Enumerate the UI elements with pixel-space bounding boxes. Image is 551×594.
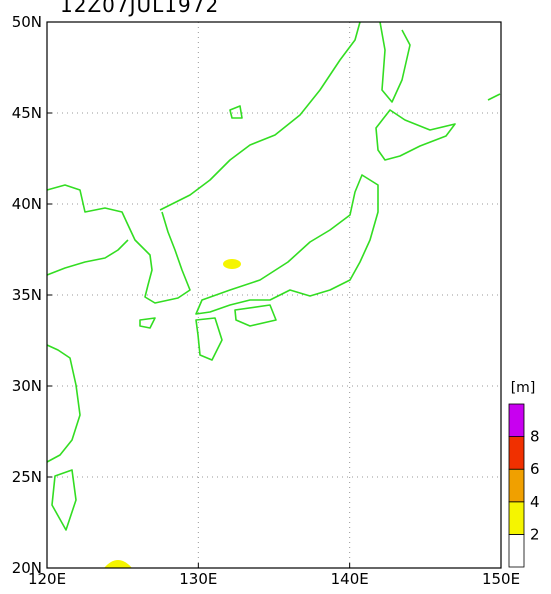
title: 12Z07JUL1972 [60,0,219,17]
colorbar-label: 2 [530,525,540,543]
y-tick-label: 30N [12,377,42,395]
colorbar-label: 8 [530,428,540,446]
y-tick-label: 20N [12,559,42,577]
y-tick-label: 50N [12,13,42,31]
colorbar-segment [508,501,525,535]
colorbar-unit: [m] [511,380,536,396]
colorbar-label: 6 [530,460,540,478]
y-tick-label: 35N [12,286,42,304]
colorbar-label: 4 [530,493,540,511]
wave-area [104,560,132,568]
colorbar-segment [508,534,525,568]
y-tick-label: 40N [12,195,42,213]
x-tick-label: 120E [28,570,66,588]
x-tick-label: 140E [331,570,369,588]
colorbar-segment [508,468,525,503]
coastlines [46,21,501,531]
y-tick-label: 45N [12,104,42,122]
y-tick-label: 25N [12,468,42,486]
wave-area [223,259,241,269]
x-tick-label: 130E [179,570,217,588]
x-tick-label: 150E [482,570,520,588]
colorbar-segment [508,403,525,437]
colorbar-segment [508,436,525,470]
